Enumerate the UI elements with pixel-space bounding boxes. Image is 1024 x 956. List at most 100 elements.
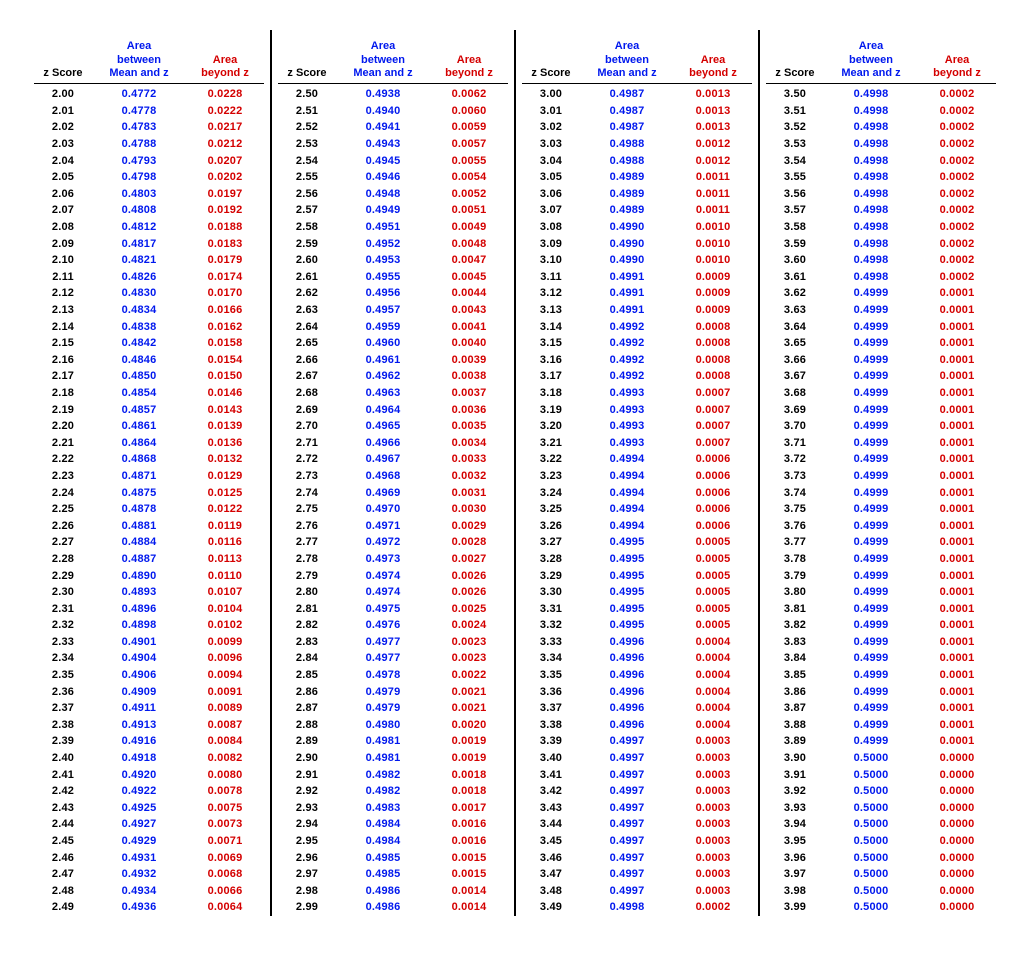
cell-area-between: 0.4826 <box>92 271 186 283</box>
table-row: 3.740.49990.0001 <box>766 484 996 501</box>
cell-area-beyond: 0.0000 <box>918 868 996 880</box>
table-row: 2.350.49060.0094 <box>34 667 264 684</box>
cell-z-score: 3.34 <box>522 652 580 664</box>
cell-area-between: 0.4982 <box>336 769 430 781</box>
cell-z-score: 3.65 <box>766 337 824 349</box>
cell-area-beyond: 0.0001 <box>918 586 996 598</box>
header-area-beyond-line1: Area <box>432 54 506 68</box>
cell-z-score: 3.39 <box>522 735 580 747</box>
cell-z-score: 2.61 <box>278 271 336 283</box>
table-row: 3.690.49990.0001 <box>766 401 996 418</box>
cell-z-score: 2.02 <box>34 121 92 133</box>
table-row: 3.190.49930.0007 <box>522 401 752 418</box>
cell-z-score: 2.00 <box>34 88 92 100</box>
cell-z-score: 2.79 <box>278 570 336 582</box>
cell-area-between: 0.4998 <box>824 138 918 150</box>
cell-area-beyond: 0.0001 <box>918 686 996 698</box>
cell-z-score: 2.74 <box>278 487 336 499</box>
cell-z-score: 2.26 <box>34 520 92 532</box>
table-row: 3.780.49990.0001 <box>766 551 996 568</box>
table-row: 2.310.48960.0104 <box>34 600 264 617</box>
cell-area-beyond: 0.0001 <box>918 321 996 333</box>
cell-area-between: 0.4999 <box>824 420 918 432</box>
cell-z-score: 2.14 <box>34 321 92 333</box>
cell-area-beyond: 0.0014 <box>430 885 508 897</box>
cell-area-beyond: 0.0080 <box>186 769 264 781</box>
cell-area-between: 0.4906 <box>92 669 186 681</box>
cell-z-score: 2.77 <box>278 536 336 548</box>
cell-area-between: 0.4998 <box>824 155 918 167</box>
table-row: 2.130.48340.0166 <box>34 302 264 319</box>
cell-area-between: 0.4999 <box>824 536 918 548</box>
cell-z-score: 2.18 <box>34 387 92 399</box>
cell-area-beyond: 0.0004 <box>674 669 752 681</box>
cell-area-between: 0.4988 <box>580 155 674 167</box>
cell-z-score: 2.94 <box>278 818 336 830</box>
cell-area-beyond: 0.0006 <box>674 487 752 499</box>
cell-area-beyond: 0.0025 <box>430 603 508 615</box>
cell-area-beyond: 0.0045 <box>430 271 508 283</box>
table-row: 2.440.49270.0073 <box>34 816 264 833</box>
cell-z-score: 3.72 <box>766 453 824 465</box>
cell-area-beyond: 0.0021 <box>430 686 508 698</box>
table-row: 3.570.49980.0002 <box>766 202 996 219</box>
cell-z-score: 2.36 <box>34 686 92 698</box>
cell-area-between: 0.4976 <box>336 619 430 631</box>
cell-area-beyond: 0.0002 <box>918 105 996 117</box>
cell-area-between: 0.4987 <box>580 105 674 117</box>
cell-z-score: 3.88 <box>766 719 824 731</box>
cell-area-between: 0.4999 <box>824 337 918 349</box>
header-z-score: z Score <box>34 67 92 81</box>
table-row: 2.060.48030.0197 <box>34 186 264 203</box>
cell-area-beyond: 0.0001 <box>918 304 996 316</box>
table-row: 2.840.49770.0023 <box>278 650 508 667</box>
cell-z-score: 3.09 <box>522 238 580 250</box>
table-rows: 2.500.49380.00622.510.49400.00602.520.49… <box>278 84 508 916</box>
header-area-beyond: Areabeyond z <box>186 54 264 82</box>
cell-z-score: 2.92 <box>278 785 336 797</box>
cell-area-beyond: 0.0023 <box>430 636 508 648</box>
table-row: 2.230.48710.0129 <box>34 468 264 485</box>
table-row: 3.840.49990.0001 <box>766 650 996 667</box>
table-row: 2.990.49860.0014 <box>278 899 508 916</box>
cell-area-beyond: 0.0006 <box>674 453 752 465</box>
table-row: 2.170.48500.0150 <box>34 368 264 385</box>
cell-z-score: 3.83 <box>766 636 824 648</box>
cell-z-score: 2.58 <box>278 221 336 233</box>
header-area-between-line1: Area <box>582 40 672 54</box>
table-row: 2.920.49820.0018 <box>278 783 508 800</box>
table-row: 3.390.49970.0003 <box>522 733 752 750</box>
table-row: 3.800.49990.0001 <box>766 584 996 601</box>
header-area-beyond-line1: Area <box>676 54 750 68</box>
table-row: 3.520.49980.0002 <box>766 119 996 136</box>
cell-z-score: 3.77 <box>766 536 824 548</box>
cell-area-beyond: 0.0017 <box>430 802 508 814</box>
cell-z-score: 3.19 <box>522 404 580 416</box>
cell-area-beyond: 0.0002 <box>918 121 996 133</box>
cell-area-beyond: 0.0003 <box>674 885 752 897</box>
cell-area-between: 0.4999 <box>824 719 918 731</box>
cell-area-beyond: 0.0002 <box>918 138 996 150</box>
cell-area-beyond: 0.0005 <box>674 619 752 631</box>
cell-area-between: 0.4884 <box>92 536 186 548</box>
cell-area-beyond: 0.0014 <box>430 901 508 913</box>
table-row: 2.530.49430.0057 <box>278 136 508 153</box>
cell-z-score: 3.27 <box>522 536 580 548</box>
table-row: 3.300.49950.0005 <box>522 584 752 601</box>
table-row: 3.590.49980.0002 <box>766 235 996 252</box>
table-row: 2.460.49310.0069 <box>34 849 264 866</box>
cell-area-between: 0.4998 <box>824 88 918 100</box>
cell-z-score: 3.11 <box>522 271 580 283</box>
cell-area-beyond: 0.0078 <box>186 785 264 797</box>
cell-z-score: 3.53 <box>766 138 824 150</box>
cell-area-between: 0.4995 <box>580 603 674 615</box>
cell-area-beyond: 0.0029 <box>430 520 508 532</box>
cell-area-between: 0.4999 <box>824 652 918 664</box>
cell-area-beyond: 0.0001 <box>918 487 996 499</box>
z-table-block: z ScoreAreabetweenMean and zAreabeyond z… <box>272 30 514 916</box>
table-row: 3.420.49970.0003 <box>522 783 752 800</box>
table-row: 3.700.49990.0001 <box>766 418 996 435</box>
cell-area-between: 0.4940 <box>336 105 430 117</box>
cell-area-between: 0.4998 <box>824 254 918 266</box>
cell-z-score: 3.07 <box>522 204 580 216</box>
